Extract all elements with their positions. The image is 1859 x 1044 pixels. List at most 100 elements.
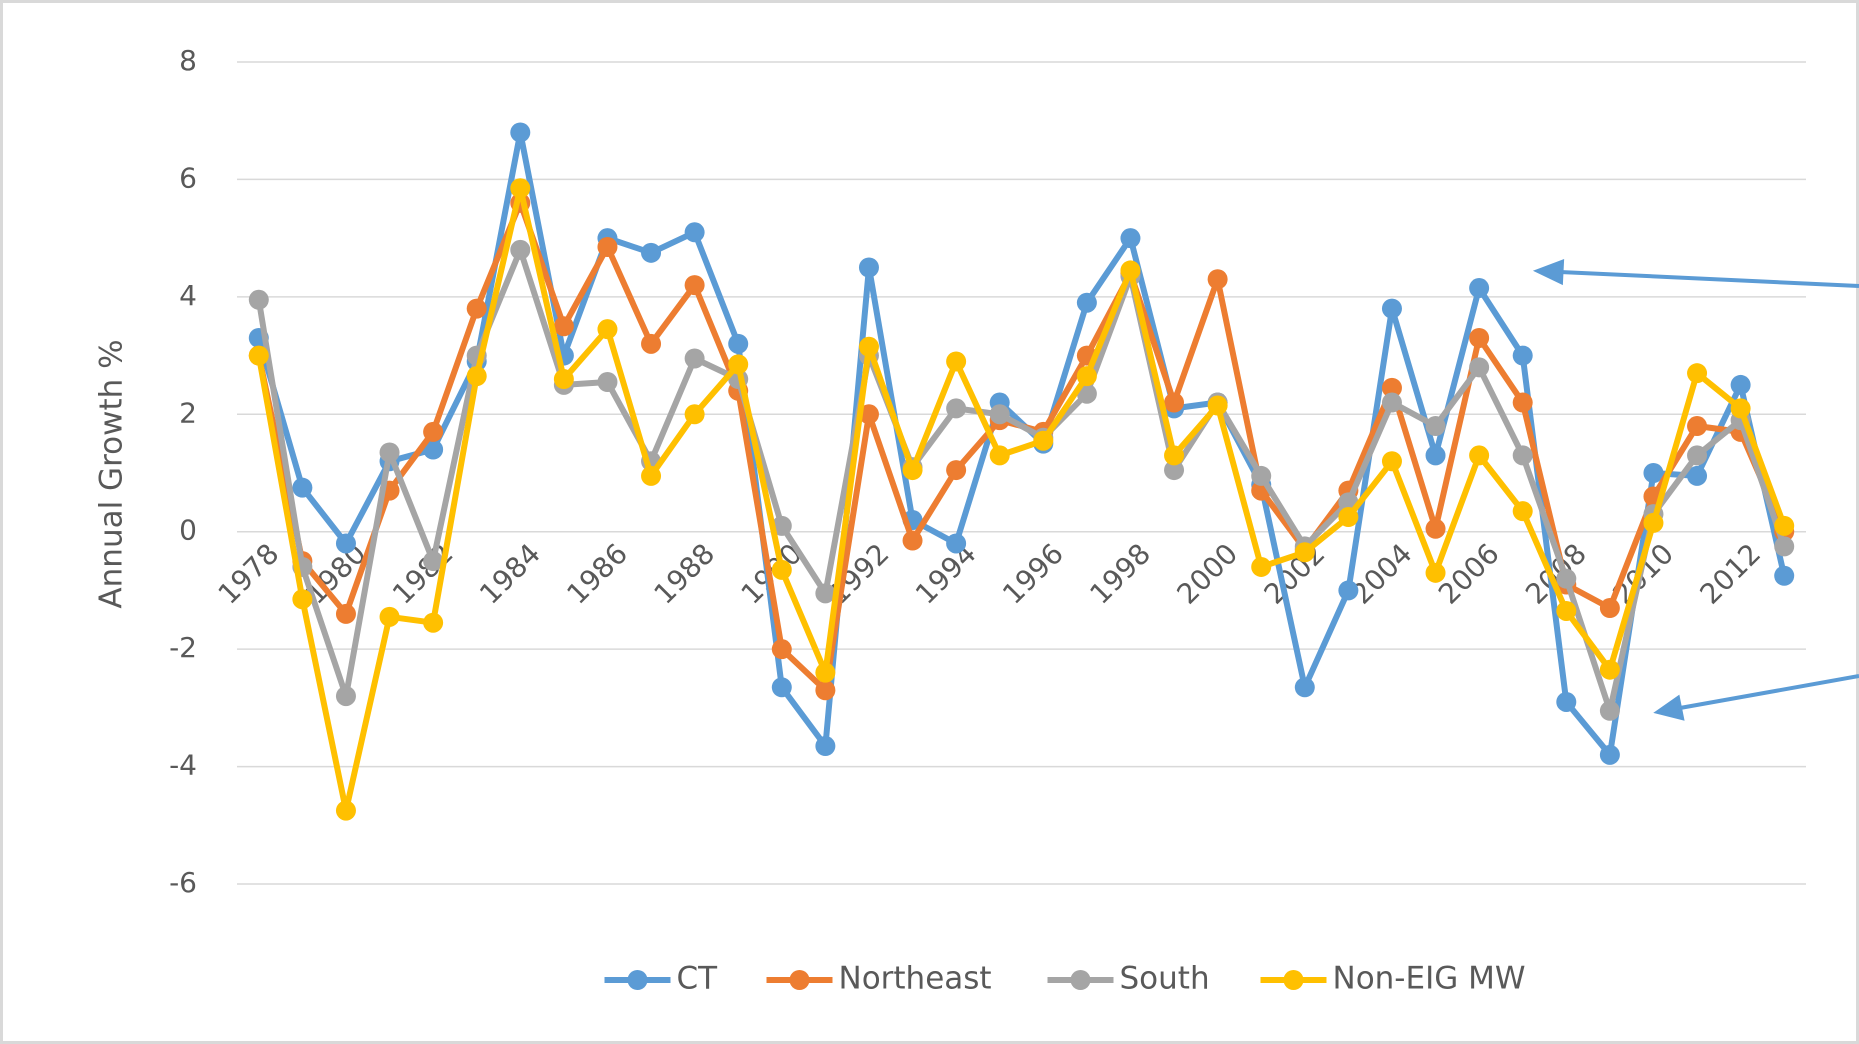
y-tick-label: -2	[169, 631, 197, 664]
point-marker	[1512, 392, 1533, 413]
point-marker	[1556, 691, 1577, 712]
point-marker	[1774, 536, 1795, 557]
point-marker	[1120, 260, 1141, 281]
point-marker	[1381, 298, 1402, 319]
point-marker	[1730, 398, 1751, 419]
point-marker	[1687, 465, 1708, 486]
point-marker	[510, 178, 531, 199]
point-marker	[989, 404, 1010, 425]
point-marker	[815, 662, 836, 683]
point-marker	[1643, 512, 1664, 533]
point-marker	[1164, 460, 1185, 481]
point-marker	[1469, 445, 1490, 466]
point-marker	[1425, 416, 1446, 437]
point-marker	[1469, 278, 1490, 299]
point-marker	[1076, 366, 1097, 387]
point-marker	[684, 222, 705, 243]
point-marker	[771, 639, 792, 660]
point-marker	[1294, 677, 1315, 698]
point-marker	[553, 316, 574, 337]
point-marker	[1599, 700, 1620, 721]
point-marker	[292, 589, 313, 610]
arrow-head	[1532, 259, 1565, 286]
point-marker	[1251, 556, 1272, 577]
point-marker	[684, 348, 705, 369]
arrow-shaft	[1679, 674, 1859, 710]
point-marker	[946, 533, 967, 554]
point-marker	[1512, 445, 1533, 466]
point-marker	[641, 465, 662, 486]
point-marker	[858, 257, 879, 278]
point-marker	[1381, 451, 1402, 472]
point-marker	[1425, 562, 1446, 583]
point-marker	[1687, 445, 1708, 466]
point-marker	[1251, 465, 1272, 486]
y-tick-label: 8	[179, 44, 197, 77]
series	[248, 178, 1795, 821]
legend-marker	[627, 970, 648, 990]
point-marker	[423, 551, 444, 572]
point-marker	[553, 369, 574, 390]
point-marker	[1556, 600, 1577, 621]
point-marker	[1425, 518, 1446, 539]
point-marker	[510, 122, 531, 143]
series-line	[255, 246, 1788, 714]
point-marker	[1294, 542, 1315, 563]
point-marker	[379, 606, 400, 627]
point-marker	[466, 298, 487, 319]
legend-marker	[789, 970, 810, 990]
point-marker	[1599, 744, 1620, 765]
legend-label: Non-EIG MW	[1333, 961, 1526, 997]
point-marker	[1033, 430, 1054, 451]
legend-label: South	[1120, 961, 1210, 997]
point-marker	[771, 515, 792, 536]
point-marker	[597, 319, 618, 340]
point-marker	[1687, 363, 1708, 384]
point-marker	[641, 333, 662, 354]
point-marker	[771, 677, 792, 698]
point-marker	[1687, 416, 1708, 437]
point-marker	[728, 354, 749, 375]
point-marker	[1774, 515, 1795, 536]
point-marker	[597, 371, 618, 392]
point-marker	[1512, 501, 1533, 522]
point-marker	[1774, 565, 1795, 586]
point-marker	[1599, 659, 1620, 680]
y-tick-label: 4	[179, 279, 197, 312]
point-marker	[1599, 598, 1620, 619]
point-marker	[1207, 395, 1228, 416]
point-marker	[423, 421, 444, 442]
point-marker	[510, 239, 531, 260]
y-tick-label: 6	[179, 161, 197, 194]
series-line	[255, 185, 1788, 814]
point-marker	[1338, 580, 1359, 601]
y-tick-label: 0	[179, 514, 197, 547]
y-axis-title: Annual Growth %	[94, 339, 130, 608]
legend-label: CT	[677, 961, 719, 997]
arrow-head	[1653, 694, 1685, 721]
point-marker	[466, 366, 487, 387]
point-marker	[335, 686, 356, 707]
point-marker	[597, 236, 618, 257]
point-marker	[1730, 374, 1751, 395]
point-marker	[815, 736, 836, 757]
point-marker	[946, 460, 967, 481]
point-marker	[728, 333, 749, 354]
point-marker	[423, 612, 444, 633]
point-marker	[1164, 445, 1185, 466]
point-marker	[946, 351, 967, 372]
point-marker	[379, 442, 400, 463]
point-marker	[771, 559, 792, 580]
point-marker	[902, 530, 923, 551]
point-marker	[1381, 392, 1402, 413]
point-marker	[1469, 357, 1490, 378]
point-marker	[641, 242, 662, 263]
point-marker	[335, 533, 356, 554]
annotation-arrows	[1532, 259, 1859, 721]
point-marker	[1120, 228, 1141, 249]
point-marker	[1512, 345, 1533, 366]
point-marker	[815, 583, 836, 604]
point-marker	[902, 460, 923, 481]
